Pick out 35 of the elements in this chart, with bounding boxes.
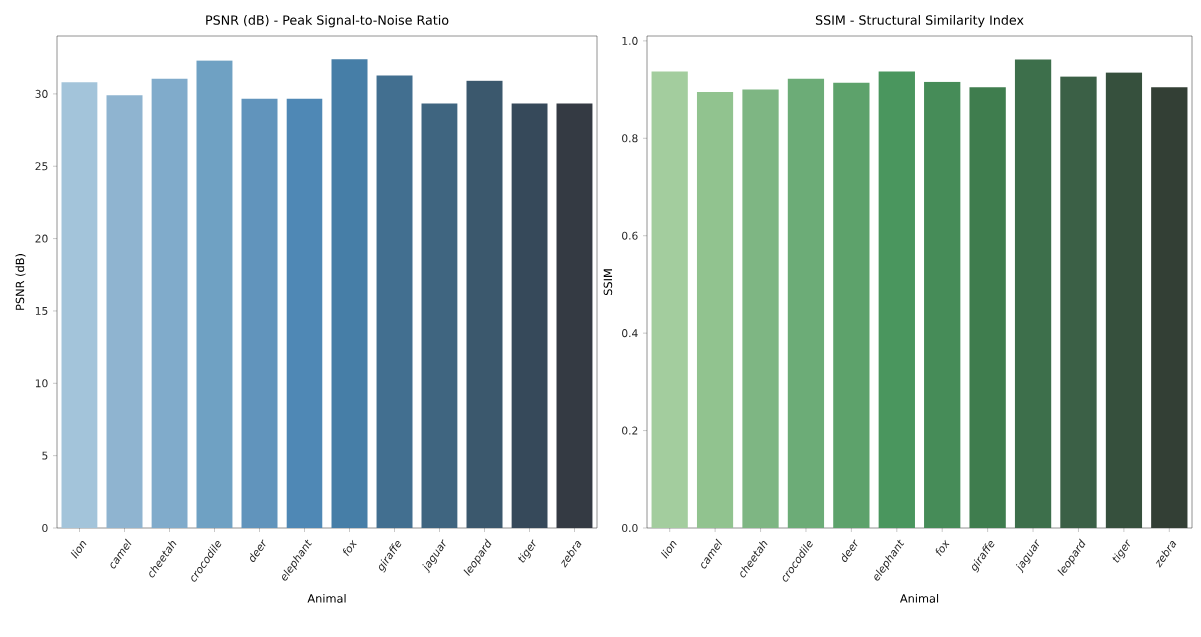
bar (466, 80, 503, 528)
y-tick-label: 0 (42, 523, 48, 533)
bar (286, 98, 323, 528)
y-tick-label: 15 (35, 306, 48, 315)
bar (331, 59, 368, 528)
x-tick-label: fox (342, 539, 357, 557)
x-tick-label: lion (660, 540, 677, 559)
y-tick-label: 30 (35, 89, 48, 98)
bar (196, 60, 233, 528)
bar (376, 75, 413, 528)
bar (556, 103, 593, 528)
bar (151, 78, 188, 528)
y-tick-label: 5 (42, 451, 48, 460)
bar (106, 95, 143, 528)
y-tick-label: 0.4 (622, 329, 638, 338)
x-tick-label: lion (70, 540, 87, 559)
bar (61, 82, 98, 528)
bar (511, 103, 548, 528)
bar (241, 98, 278, 528)
chart-title: SSIM - Structural Similarity Index (815, 15, 1024, 28)
x-axis-title: Animal (899, 593, 939, 603)
y-tick-label: 0.0 (622, 523, 638, 533)
chart-title: PSNR (dB) - Peak Signal-to-Noise Ratio (206, 15, 449, 28)
y-tick-label: 0.8 (622, 134, 638, 143)
y-tick-label: 20 (35, 234, 48, 243)
x-tick-label: fox (935, 539, 950, 557)
y-tick-label: 1.0 (622, 36, 638, 45)
y-tick-label: 0.2 (622, 426, 638, 435)
y-axis-title: SSIM (603, 269, 613, 295)
bar (421, 103, 458, 528)
y-tick-label: 25 (35, 162, 48, 171)
y-tick-label: 0.6 (622, 231, 638, 240)
y-axis-title: PSNR (dB) (15, 254, 26, 310)
y-tick-label: 10 (35, 379, 48, 388)
x-axis-title: Animal (307, 593, 346, 603)
